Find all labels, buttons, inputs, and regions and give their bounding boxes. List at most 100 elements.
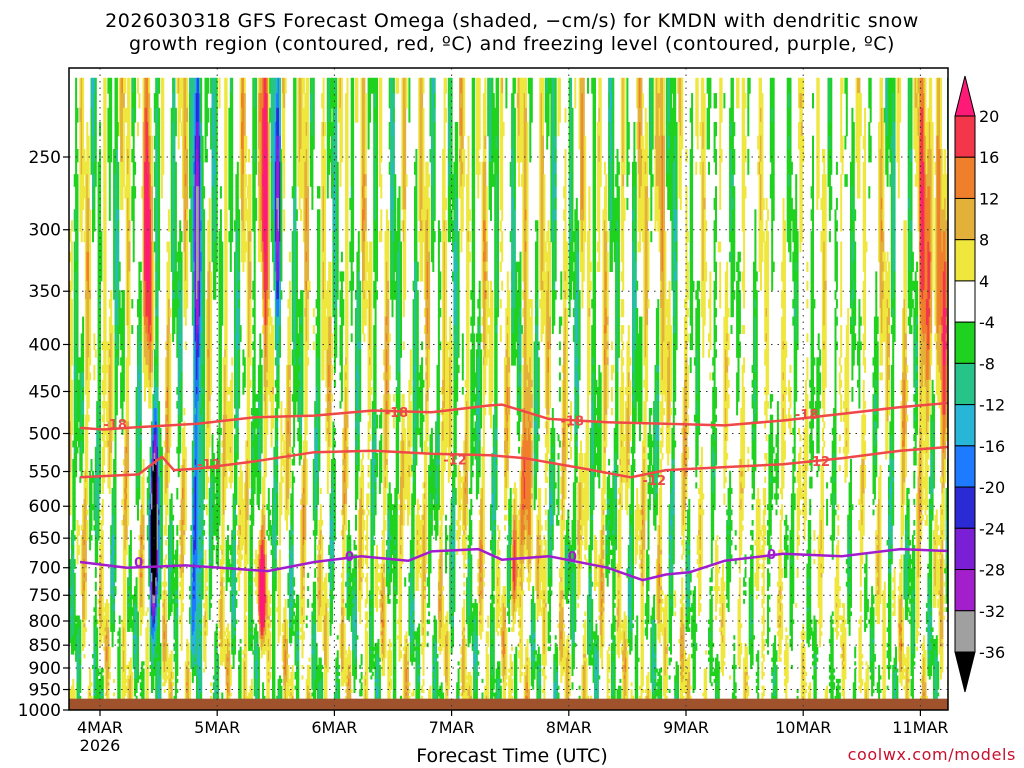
omega-cell bbox=[129, 664, 132, 670]
omega-cell bbox=[173, 607, 176, 612]
omega-cell bbox=[117, 639, 120, 644]
omega-cell bbox=[153, 372, 156, 381]
omega-cell bbox=[149, 186, 152, 199]
omega-cell bbox=[75, 631, 78, 636]
omega-cell bbox=[155, 333, 158, 343]
omega-cell bbox=[135, 581, 138, 587]
omega-cell bbox=[135, 446, 138, 454]
omega-cell bbox=[153, 615, 156, 621]
omega-cell bbox=[80, 174, 83, 187]
omega-cell bbox=[111, 559, 114, 565]
omega-cell bbox=[111, 333, 114, 343]
omega-cell bbox=[72, 563, 75, 569]
omega-cell bbox=[159, 646, 162, 651]
omega-cell bbox=[152, 509, 155, 516]
omega-cell bbox=[137, 627, 139, 632]
omega-cell bbox=[75, 427, 78, 435]
omega-cell bbox=[151, 549, 153, 555]
omega-cell bbox=[146, 646, 149, 651]
omega-cell bbox=[183, 498, 186, 505]
omega-cell bbox=[176, 549, 179, 555]
omega-cell bbox=[132, 603, 135, 608]
omega-cell bbox=[179, 357, 182, 366]
omega-cell bbox=[146, 657, 149, 662]
omega-cell bbox=[110, 434, 113, 442]
omega-cell bbox=[111, 509, 114, 516]
omega-cell bbox=[82, 619, 85, 625]
omega-cell bbox=[104, 440, 107, 448]
omega-cell bbox=[142, 572, 145, 578]
omega-cell bbox=[89, 476, 92, 483]
omega-cell bbox=[158, 590, 161, 596]
omega-cell bbox=[172, 231, 175, 243]
omega-cell bbox=[104, 615, 107, 621]
omega-cell bbox=[114, 504, 117, 511]
omega-cell bbox=[93, 161, 96, 175]
omega-cell bbox=[170, 671, 173, 676]
omega-cell bbox=[162, 623, 165, 628]
omega-cell bbox=[82, 525, 85, 531]
omega-cell bbox=[158, 251, 161, 263]
omega-cell bbox=[125, 408, 128, 416]
omega-cell bbox=[72, 685, 75, 690]
omega-cell bbox=[159, 586, 162, 591]
omega-cell bbox=[99, 197, 101, 210]
omega-cell bbox=[176, 635, 179, 640]
omega-cell bbox=[166, 394, 169, 402]
omega-cell bbox=[101, 530, 104, 536]
omega-cell bbox=[189, 675, 191, 680]
omega-cell bbox=[153, 559, 156, 565]
omega-cell bbox=[151, 349, 153, 358]
omega-cell bbox=[70, 594, 73, 600]
omega-cell bbox=[103, 619, 106, 625]
omega-cell bbox=[110, 107, 113, 123]
omega-cell bbox=[69, 379, 72, 388]
omega-cell bbox=[170, 572, 173, 578]
omega-cell bbox=[77, 427, 80, 435]
omega-cell bbox=[115, 251, 118, 263]
omega-cell bbox=[103, 135, 106, 150]
omega-cell bbox=[138, 554, 141, 560]
omega-cell bbox=[180, 231, 183, 243]
omega-cell bbox=[107, 671, 110, 676]
omega-cell bbox=[96, 671, 99, 676]
omega-cell bbox=[149, 671, 152, 676]
omega-cell bbox=[139, 308, 142, 318]
omega-cell bbox=[145, 149, 148, 163]
omega-cell bbox=[141, 535, 144, 541]
omega-cell bbox=[148, 470, 151, 478]
omega-cell bbox=[170, 577, 173, 583]
omega-cell bbox=[82, 446, 85, 454]
omega-cell bbox=[179, 619, 182, 625]
omega-cell bbox=[179, 615, 182, 621]
omega-cell bbox=[170, 668, 173, 673]
omega-cell bbox=[93, 635, 96, 640]
omega-cell bbox=[159, 678, 162, 683]
omega-cell bbox=[155, 220, 158, 232]
omega-cell bbox=[106, 607, 108, 612]
omega-cell bbox=[127, 379, 130, 388]
omega-cell bbox=[153, 440, 156, 448]
omega-cell bbox=[167, 414, 170, 422]
omega-cell bbox=[99, 635, 101, 640]
omega-cell bbox=[113, 487, 116, 494]
omega-cell bbox=[135, 387, 138, 395]
omega-cell bbox=[137, 650, 139, 655]
omega-cell bbox=[148, 122, 151, 137]
omega-cell bbox=[156, 231, 159, 243]
omega-cell bbox=[121, 675, 124, 680]
omega-cell bbox=[186, 639, 189, 644]
omega-cell bbox=[94, 107, 97, 123]
omega-cell bbox=[73, 394, 76, 402]
omega-cell bbox=[165, 487, 168, 494]
omega-cell bbox=[173, 174, 176, 187]
omega-cell bbox=[124, 440, 127, 448]
omega-cell bbox=[152, 299, 155, 309]
omega-cell bbox=[151, 464, 153, 472]
omega-cell bbox=[125, 476, 128, 483]
omega-cell bbox=[131, 122, 134, 137]
omega-cell bbox=[142, 93, 145, 109]
omega-cell bbox=[180, 611, 183, 617]
omega-cell bbox=[83, 498, 86, 505]
omega-cell bbox=[101, 482, 104, 489]
